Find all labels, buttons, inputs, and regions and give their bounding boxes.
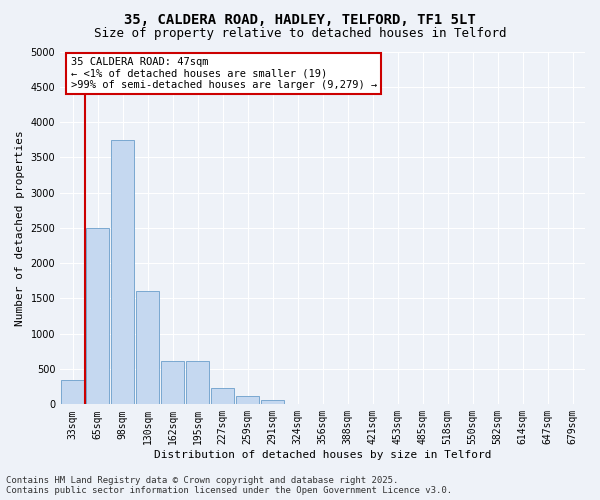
Bar [111, 140, 134, 404]
Bar [211, 388, 234, 404]
Bar [86, 228, 109, 404]
Y-axis label: Number of detached properties: Number of detached properties [15, 130, 25, 326]
Text: Size of property relative to detached houses in Telford: Size of property relative to detached ho… [94, 28, 506, 40]
Text: 35 CALDERA ROAD: 47sqm
← <1% of detached houses are smaller (19)
>99% of semi-de: 35 CALDERA ROAD: 47sqm ← <1% of detached… [71, 57, 377, 90]
Bar [161, 360, 184, 405]
Bar [186, 360, 209, 405]
X-axis label: Distribution of detached houses by size in Telford: Distribution of detached houses by size … [154, 450, 491, 460]
Bar [261, 400, 284, 404]
Text: Contains HM Land Registry data © Crown copyright and database right 2025.
Contai: Contains HM Land Registry data © Crown c… [6, 476, 452, 495]
Text: 35, CALDERA ROAD, HADLEY, TELFORD, TF1 5LT: 35, CALDERA ROAD, HADLEY, TELFORD, TF1 5… [124, 12, 476, 26]
Bar [236, 396, 259, 404]
Bar [61, 380, 84, 404]
Bar [136, 292, 159, 405]
